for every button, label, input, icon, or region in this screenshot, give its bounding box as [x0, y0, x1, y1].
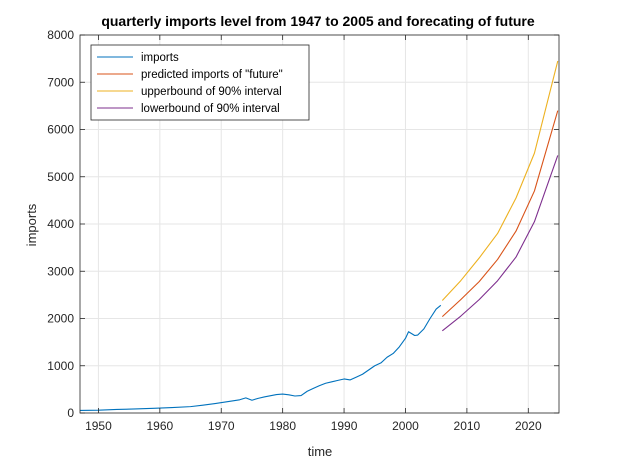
x-axis-title: time	[308, 444, 333, 459]
legend: imports predicted imports of "future" uppe…	[90, 44, 310, 121]
x-tick-label: 2000	[392, 419, 419, 433]
legend-label-2: predicted imports of "future"	[141, 69, 283, 81]
y-tick-label: 3000	[47, 264, 74, 278]
axes: 1950 1960 1970 1980 1990 2000 2010 2020 0 1000 200…	[47, 28, 560, 433]
y-tick-label: 6000	[47, 123, 74, 137]
plot-lines	[79, 60, 559, 411]
x-tick-label: 1970	[208, 419, 235, 433]
series-line-1	[79, 304, 442, 411]
legend-label-4: lowerbound of 90% interval	[141, 103, 280, 115]
y-tick-label: 7000	[47, 75, 74, 89]
y-tick-label: 0	[67, 406, 74, 420]
x-tick-label: 1980	[269, 419, 296, 433]
chart-title: quarterly imports level from 1947 to 200…	[101, 13, 535, 29]
x-tick-label: 2010	[454, 419, 481, 433]
series-line-4	[441, 155, 559, 332]
series-line-2	[441, 110, 559, 318]
y-tick-label: 4000	[47, 217, 74, 231]
legend-label-3: upperbound of 90% interval	[141, 86, 282, 98]
legend-label-1: imports	[141, 52, 179, 64]
x-tick-label: 1990	[331, 419, 358, 433]
x-tick-label: 2020	[515, 419, 542, 433]
x-tick-label: 1950	[85, 419, 112, 433]
x-tick-label: 1960	[146, 419, 173, 433]
y-tick-label: 1000	[47, 359, 74, 373]
y-tick-label: 5000	[47, 170, 74, 184]
y-tick-label: 8000	[47, 28, 74, 42]
y-tick-label: 2000	[47, 312, 74, 326]
y-axis-title: imports	[24, 203, 39, 246]
series-line-3	[441, 60, 559, 301]
